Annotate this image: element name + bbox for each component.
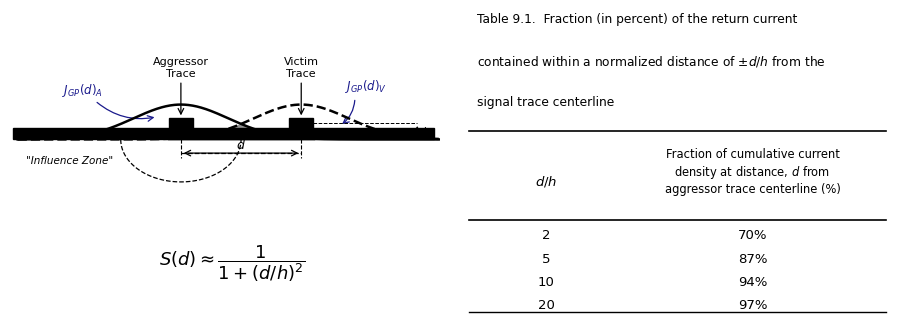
Text: 10: 10	[538, 276, 555, 289]
Bar	[289, 118, 313, 128]
Text: $S(d) \approx \dfrac{1}{1+(d/h)^{2}}$: $S(d) \approx \dfrac{1}{1+(d/h)^{2}}$	[159, 244, 306, 284]
Text: $d$: $d$	[236, 137, 246, 151]
Text: 87%: 87%	[738, 253, 767, 266]
Text: $h$: $h$	[423, 125, 431, 137]
Text: $J_{GP}(d)_V$: $J_{GP}(d)_V$	[344, 78, 387, 95]
Text: 97%: 97%	[738, 299, 767, 312]
Text: $J_{GP}(d)_A$: $J_{GP}(d)_A$	[62, 82, 102, 99]
Text: Table 9.1.  Fraction (in percent) of the return current: Table 9.1. Fraction (in percent) of the …	[477, 13, 797, 26]
Text: "Influence Zone": "Influence Zone"	[26, 156, 113, 166]
Text: 70%: 70%	[738, 229, 767, 242]
Text: 5: 5	[542, 253, 550, 266]
Bar	[13, 128, 434, 139]
Text: Victim
Trace: Victim Trace	[284, 57, 319, 79]
Text: 20: 20	[538, 299, 555, 312]
Text: Aggressor
Trace: Aggressor Trace	[153, 57, 209, 79]
Text: Fraction of cumulative current
density at distance, $d$ from
aggressor trace cen: Fraction of cumulative current density a…	[664, 148, 841, 196]
Text: signal trace centerline: signal trace centerline	[477, 96, 615, 109]
Text: 94%: 94%	[738, 276, 767, 289]
Text: $d/h$: $d/h$	[535, 174, 557, 189]
Text: 2: 2	[542, 229, 550, 242]
Text: contained within a normalized distance of $\pm$$d/h$ from the: contained within a normalized distance o…	[477, 54, 826, 69]
Bar	[169, 118, 192, 128]
